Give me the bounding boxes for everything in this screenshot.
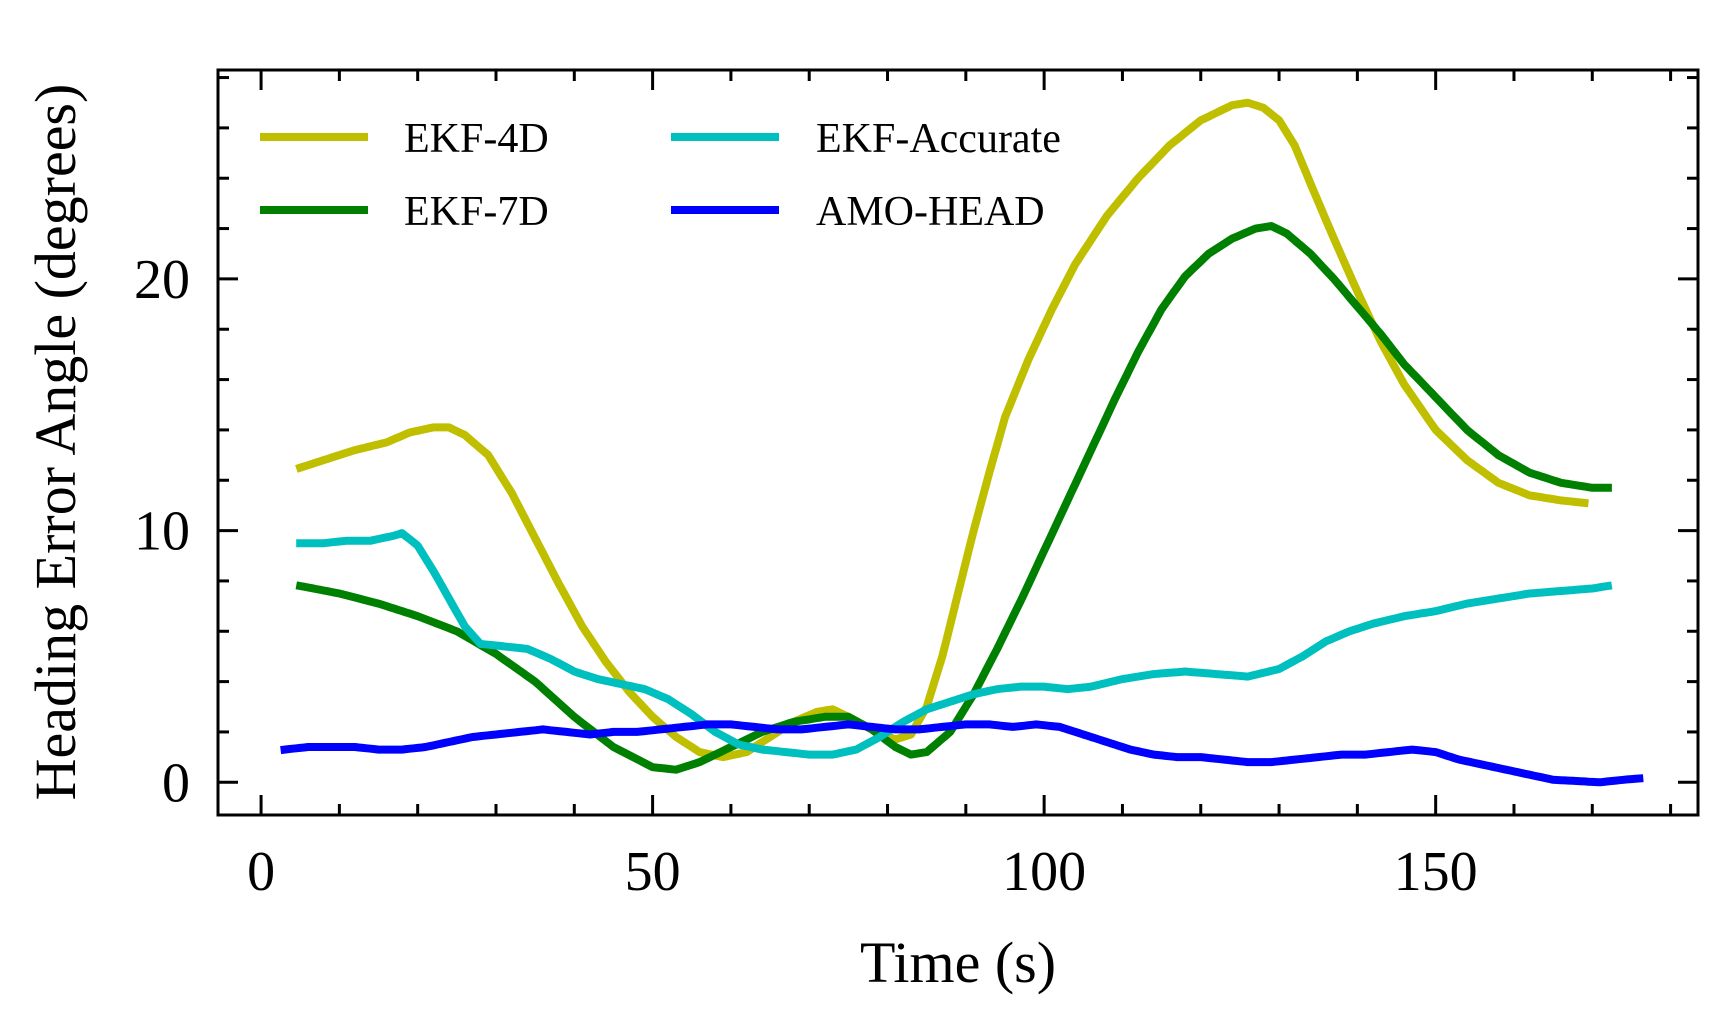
tick-labels-layer: 0 50 100 150 0 10 20	[134, 249, 1478, 903]
ticks-layer	[218, 70, 1698, 815]
series-line-ekf-7d	[295, 222, 1612, 774]
plot-frame	[216, 68, 1700, 817]
x-axis-label: Time (s)	[860, 930, 1056, 995]
legend-label-ekf-4d: EKF-4D	[404, 116, 549, 162]
y-tick-label-10: 10	[134, 501, 190, 563]
legend-label-ekf-7d: EKF-7D	[404, 189, 549, 235]
series-line-ekf-accurate	[296, 529, 1613, 759]
y-axis-label: Heading Error Angle (degrees)	[23, 84, 88, 801]
legend-label-ekf-accurate: EKF-Accurate	[816, 116, 1061, 162]
legend-label-amo-head: AMO-HEAD	[816, 189, 1045, 235]
y-tick-label-0: 0	[162, 752, 190, 814]
y-tick-label-20: 20	[134, 249, 190, 311]
series-layer	[280, 98, 1644, 787]
x-tick-label-50: 50	[625, 841, 681, 903]
x-tick-label-150: 150	[1394, 841, 1478, 903]
x-tick-label-100: 100	[1002, 841, 1086, 903]
x-tick-label-0: 0	[247, 841, 275, 903]
legend: EKF-4D EKF-7D EKF-Accurate AMO-HEAD	[260, 116, 1061, 235]
series-line-amo-head	[280, 720, 1644, 787]
